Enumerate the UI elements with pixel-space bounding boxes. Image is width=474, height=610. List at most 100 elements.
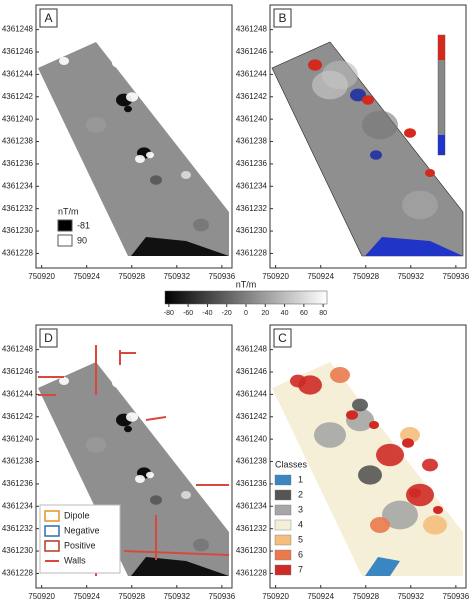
anomaly (404, 128, 416, 138)
x-tick-label: 750924 (73, 592, 100, 601)
anomaly (330, 367, 350, 383)
panel-label-box (273, 328, 292, 348)
anomaly (59, 57, 69, 65)
legend-swatch (274, 474, 292, 486)
y-tick-label: 4361242 (236, 92, 268, 101)
legend-swatch (274, 519, 292, 531)
legend-swatch (274, 489, 292, 501)
colorbar-tick-label: 0 (244, 310, 248, 317)
anomaly (425, 169, 435, 177)
class1-area (365, 557, 400, 576)
colorbar-tick-label: 60 (300, 310, 308, 317)
y-tick-label: 4361240 (236, 114, 268, 123)
x-tick-label: 750924 (307, 592, 334, 601)
x-tick-label: 750928 (352, 592, 379, 601)
y-tick-label: 4361246 (236, 367, 268, 376)
y-tick-label: 4361236 (236, 159, 268, 168)
anomaly (362, 95, 374, 105)
anomaly (358, 465, 382, 485)
legend-label: 4 (298, 519, 303, 529)
legend-label: 7 (298, 564, 303, 574)
y-tick-label: 4361244 (2, 389, 34, 398)
panel-label: A (44, 11, 52, 25)
y-tick-label: 4361228 (236, 569, 268, 578)
legend-swatch (57, 219, 73, 232)
anomaly (112, 58, 124, 68)
y-tick-label: 4361246 (2, 367, 34, 376)
colorbar-tick-label: -60 (183, 310, 193, 317)
anomaly (370, 150, 382, 160)
panel-label-box (39, 328, 58, 348)
anomaly (166, 104, 176, 112)
y-tick-label: 4361242 (2, 412, 34, 421)
panel-label: C (278, 331, 287, 345)
colorbar-tick-label: -80 (164, 310, 174, 317)
x-tick-label: 750928 (352, 272, 379, 281)
colorbar-tick-label: -40 (202, 310, 212, 317)
y-tick-label: 4361242 (236, 412, 268, 421)
y-tick-label: 4361248 (236, 345, 268, 354)
panel-label-box (273, 8, 292, 28)
x-tick-label: 750932 (163, 592, 190, 601)
anomaly (150, 175, 162, 185)
anomaly (369, 421, 379, 429)
y-tick-label: 4361238 (236, 457, 268, 466)
wall (145, 416, 167, 421)
y-tick-label: 4361246 (2, 47, 34, 56)
y-tick-label: 4361238 (2, 137, 34, 146)
anomaly (370, 517, 390, 533)
anomaly (126, 92, 138, 102)
x-tick-label: 750924 (73, 272, 100, 281)
dark-area (131, 237, 229, 256)
x-tick-label: 750928 (118, 272, 145, 281)
anomaly (402, 438, 414, 448)
y-tick-label: 4361232 (2, 524, 34, 533)
x-tick-label: 750932 (163, 272, 190, 281)
neg-area (365, 237, 463, 256)
y-tick-label: 4361244 (236, 69, 268, 78)
y-tick-label: 4361230 (2, 546, 34, 555)
legend-label: 90 (77, 235, 87, 245)
y-tick-label: 4361230 (2, 226, 34, 235)
x-tick-label: 750932 (397, 592, 424, 601)
x-tick-label: 750932 (397, 272, 424, 281)
y-tick-label: 4361232 (2, 204, 34, 213)
legend-swatch (44, 510, 60, 522)
dark-area (131, 557, 229, 576)
anomaly (362, 110, 398, 140)
survey-area (38, 42, 229, 256)
anomaly (376, 443, 404, 467)
y-tick-label: 4361244 (236, 389, 268, 398)
anomaly (193, 218, 209, 232)
mini-colorbar-top (438, 35, 445, 60)
anomaly (181, 491, 191, 499)
mini-colorbar-bottom (438, 135, 445, 155)
panel-label-box (39, 8, 58, 28)
x-tick-label: 750936 (443, 272, 470, 281)
colorbar-tick-label: -20 (222, 310, 232, 317)
anomaly (59, 377, 69, 385)
colorbar (164, 290, 328, 305)
colorbar-title: nT/m (236, 279, 257, 289)
y-tick-label: 4361234 (236, 501, 268, 510)
anomaly (382, 500, 418, 530)
x-tick-label: 750928 (118, 592, 145, 601)
anomaly (150, 495, 162, 505)
anomaly (314, 422, 346, 448)
anomaly (124, 425, 132, 433)
legend-label: 1 (298, 474, 303, 484)
anomaly (135, 475, 145, 483)
legend-label: 5 (298, 534, 303, 544)
legend-label: Dipole (64, 510, 90, 520)
anomaly (312, 70, 348, 100)
panel-label: B (278, 11, 286, 25)
legend-swatch (274, 504, 292, 516)
legend-label: 3 (298, 504, 303, 514)
legend-title: nT/m (58, 206, 79, 216)
x-tick-label: 750920 (262, 592, 289, 601)
y-tick-label: 4361238 (236, 137, 268, 146)
anomaly (170, 450, 182, 460)
anomaly (86, 117, 106, 133)
survey-area (38, 362, 229, 576)
